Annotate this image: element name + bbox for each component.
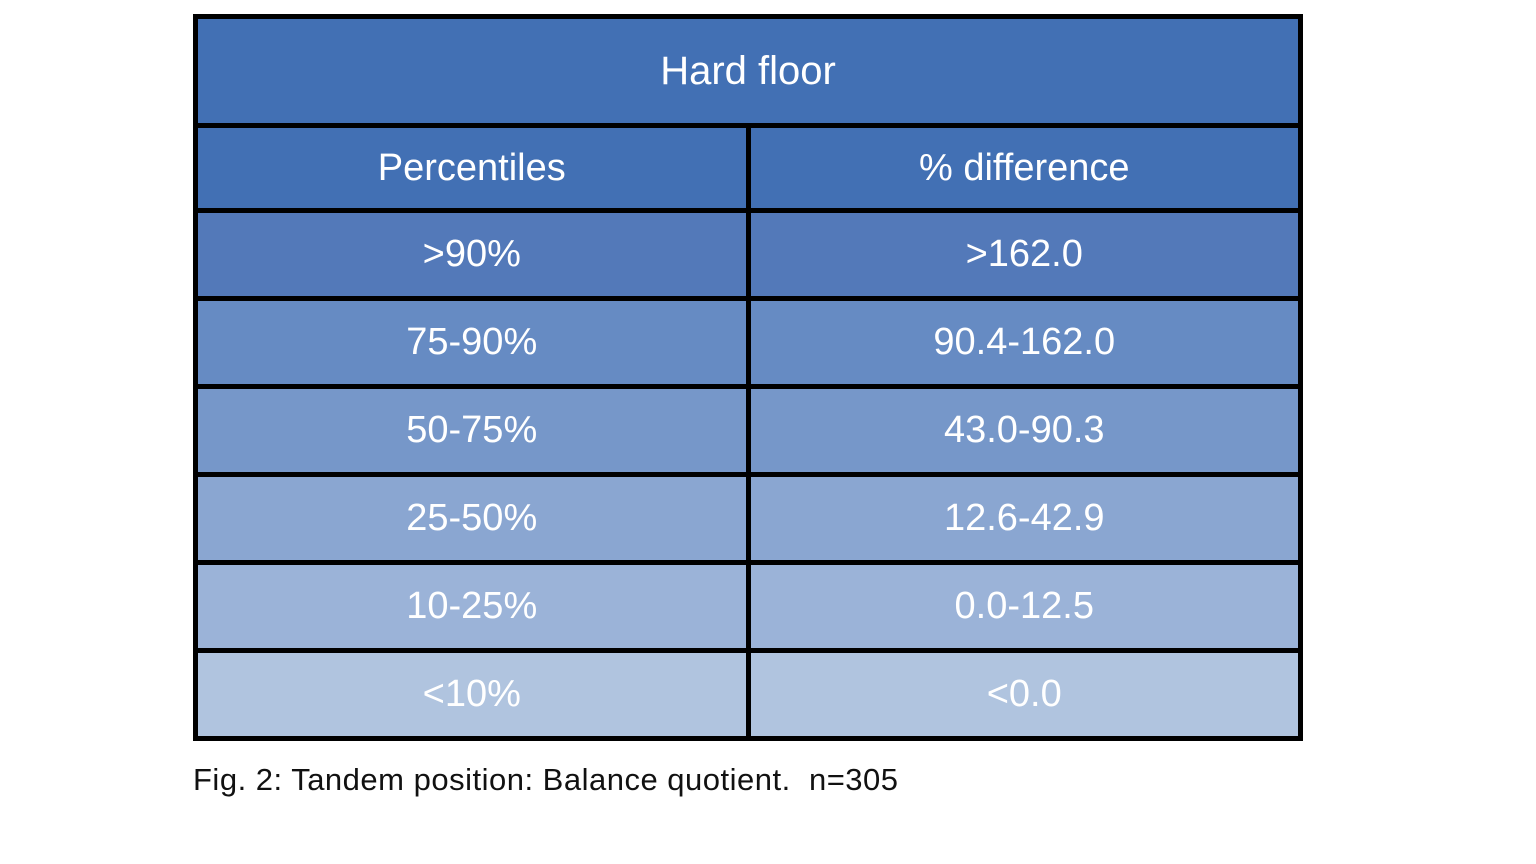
percentile-table: Hard floor Percentiles % difference >90%…	[193, 14, 1303, 741]
percentile-cell: >90%	[193, 208, 751, 301]
percentile-cell: 25-50%	[193, 472, 751, 565]
column-header-difference: % difference	[745, 123, 1303, 213]
percentile-cell: <10%	[193, 648, 751, 741]
difference-cell: 90.4-162.0	[745, 296, 1303, 389]
difference-cell: 0.0-12.5	[745, 560, 1303, 653]
percentile-cell: 50-75%	[193, 384, 751, 477]
column-header-row: Percentiles % difference	[193, 123, 1303, 213]
difference-cell: 43.0-90.3	[745, 384, 1303, 477]
percentile-cell: 75-90%	[193, 296, 751, 389]
table-row: 75-90% 90.4-162.0	[193, 296, 1303, 389]
table-row: >90% >162.0	[193, 208, 1303, 301]
table-row: 10-25% 0.0-12.5	[193, 560, 1303, 653]
difference-cell: 12.6-42.9	[745, 472, 1303, 565]
table-title: Hard floor	[193, 14, 1303, 128]
figure-container: Hard floor Percentiles % difference >90%…	[193, 14, 1303, 798]
column-header-percentiles: Percentiles	[193, 123, 751, 213]
table-row: 25-50% 12.6-42.9	[193, 472, 1303, 565]
difference-cell: <0.0	[745, 648, 1303, 741]
table-title-row: Hard floor	[193, 14, 1303, 128]
table-row: 50-75% 43.0-90.3	[193, 384, 1303, 477]
table-row: <10% <0.0	[193, 648, 1303, 741]
percentile-cell: 10-25%	[193, 560, 751, 653]
figure-caption: Fig. 2: Tandem position: Balance quotien…	[193, 762, 899, 797]
difference-cell: >162.0	[745, 208, 1303, 301]
